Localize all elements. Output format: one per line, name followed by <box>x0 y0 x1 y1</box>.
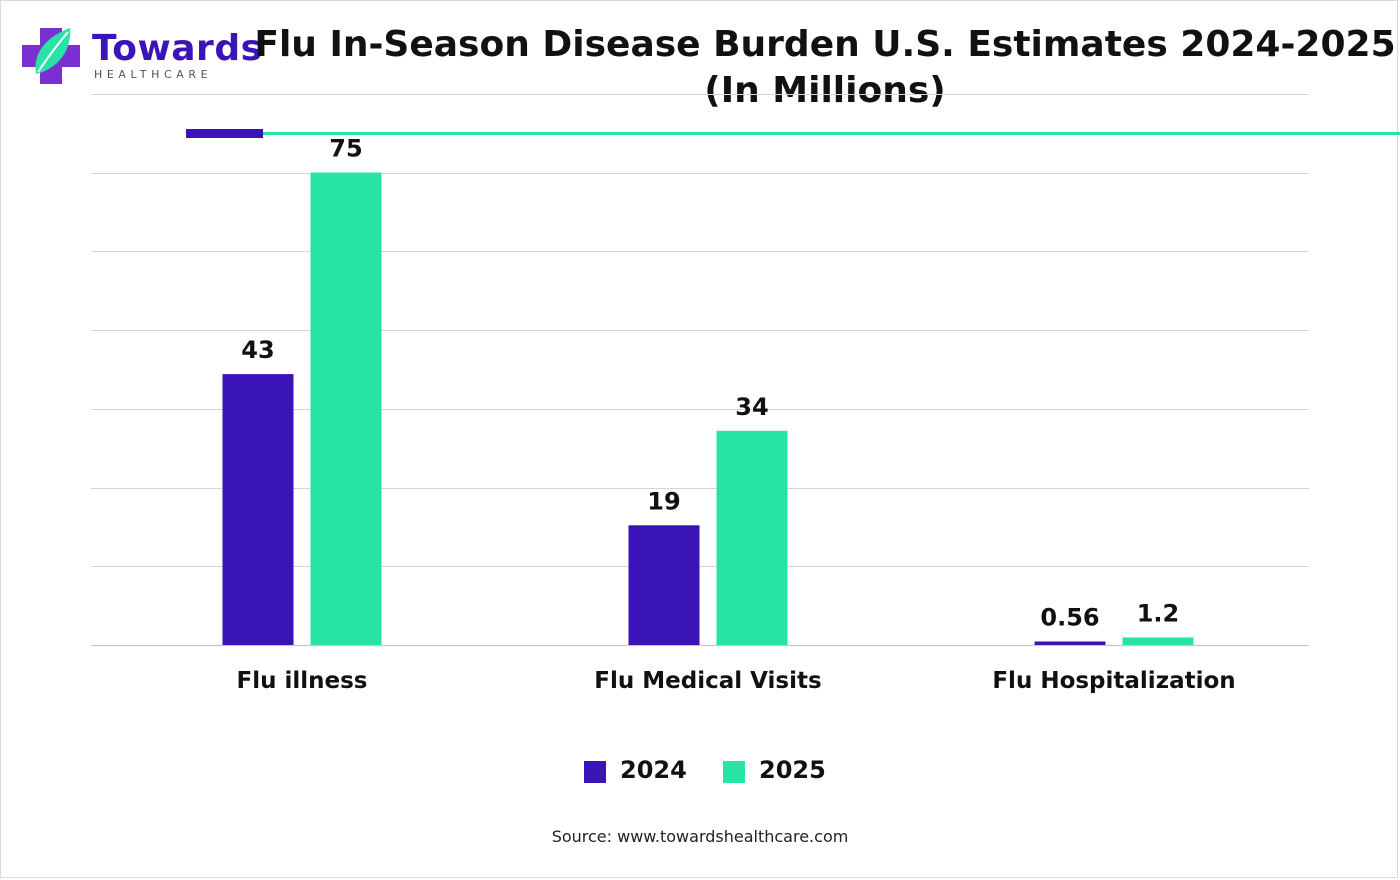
legend: 2024 2025 <box>0 754 1400 790</box>
legend-label-2025: 2025 <box>759 756 826 784</box>
chart-title-line1: Flu In-Season Disease Burden U.S. Estima… <box>254 24 1396 65</box>
logo-cross-leaf-icon <box>22 28 80 84</box>
bar-chart: 43 75 Flu illness 19 34 Flu Medical Visits 0.5… <box>91 94 1309 694</box>
x-tick-label-2: Flu Hospitalization <box>992 668 1235 694</box>
bar-2025-2 <box>1122 637 1194 645</box>
data-label-2025-2: 1.2 <box>1137 599 1180 627</box>
data-label-2024-1: 19 <box>647 487 680 515</box>
legend-swatch-2025 <box>723 761 745 783</box>
chart-title: Flu In-Season Disease Burden U.S. Estima… <box>250 22 1400 114</box>
data-label-2024-0: 43 <box>241 336 274 364</box>
x-tick-label-0: Flu illness <box>237 668 368 694</box>
brand-subtitle: HEALTHCARE <box>94 68 213 81</box>
brand-name: Towards <box>92 28 263 69</box>
data-label-2025-1: 34 <box>735 393 768 421</box>
x-tick-label-1: Flu Medical Visits <box>594 668 821 694</box>
title-rule-accent <box>186 129 263 138</box>
data-label-2025-0: 75 <box>329 135 362 163</box>
bar-2024-2 <box>1034 641 1106 645</box>
source-note: Source: www.towardshealthcare.com <box>551 827 849 846</box>
title-rule-line <box>263 132 1400 135</box>
data-label-2024-2: 0.56 <box>1040 603 1099 631</box>
chart-title-line2: (In Millions) <box>704 70 946 111</box>
bar-2024-0 <box>222 374 294 645</box>
brand-logo: Towards HEALTHCARE <box>22 24 262 86</box>
legend-swatch-2024 <box>584 761 606 783</box>
bar-2024-1 <box>628 525 700 645</box>
bar-2025-1 <box>716 430 788 645</box>
bar-2025-0 <box>310 172 382 645</box>
legend-label-2024: 2024 <box>620 756 687 784</box>
